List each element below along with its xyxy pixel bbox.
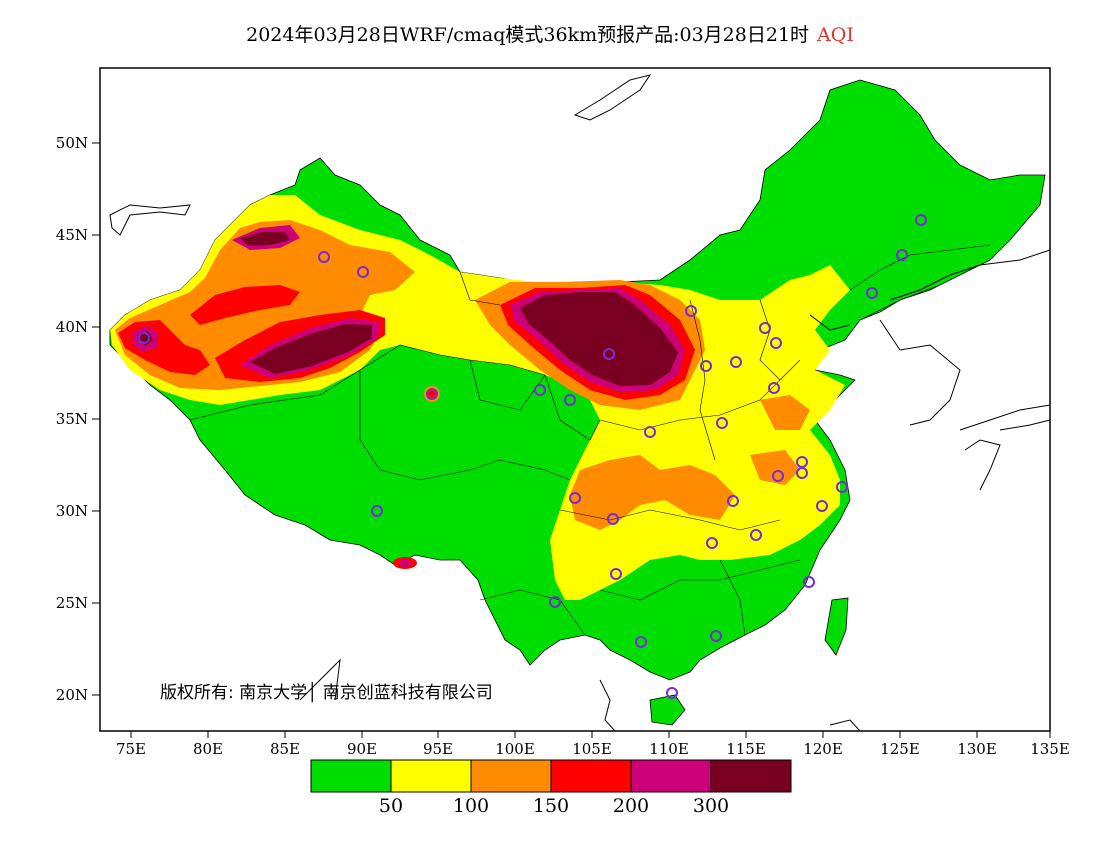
- legend-swatch: [630, 759, 712, 793]
- legend-swatch: [310, 759, 392, 793]
- region-maroon-north: [520, 292, 678, 386]
- station-marker: [716, 417, 728, 429]
- title-main: 2024年03月28日WRF/cmaq模式36km预报产品:03月28日21时: [246, 24, 810, 46]
- station-marker: [610, 568, 622, 580]
- legend-label: 50: [379, 795, 403, 817]
- lon-tick-label: 100E: [495, 740, 535, 758]
- station-marker: [770, 337, 782, 349]
- station-marker: [772, 470, 784, 482]
- island-hainan: [649, 694, 686, 726]
- station-marker: [836, 481, 848, 493]
- station-marker: [371, 505, 383, 517]
- island-taiwan: [824, 597, 849, 656]
- station-marker: [727, 495, 739, 507]
- lat-tick-label: 50N: [56, 134, 88, 152]
- station-marker: [685, 305, 697, 317]
- station-marker: [896, 249, 908, 261]
- station-marker: [426, 388, 438, 400]
- station-marker: [816, 500, 828, 512]
- lon-tick-label: 95E: [423, 740, 453, 758]
- lat-tick-label: 30N: [56, 502, 88, 520]
- lon-tick-label: 90E: [347, 740, 377, 758]
- station-marker: [534, 384, 546, 396]
- region-maroon-west: [138, 331, 153, 346]
- map-frame: [99, 67, 1051, 732]
- station-marker: [710, 630, 722, 642]
- lat-tick-label: 25N: [56, 594, 88, 612]
- station-marker: [796, 456, 808, 468]
- legend-swatch: [390, 759, 472, 793]
- station-marker: [569, 492, 581, 504]
- province-borders: [189, 244, 991, 636]
- region-orange-east2: [750, 450, 800, 485]
- neighbor-outlines: [109, 74, 1050, 731]
- lat-tick-label: 35N: [56, 410, 88, 428]
- lon-tick-label: 85E: [270, 740, 300, 758]
- station-marker: [915, 214, 927, 226]
- station-marker: [730, 356, 742, 368]
- station-marker: [357, 266, 369, 278]
- station-marker: [607, 513, 619, 525]
- station-marker: [318, 251, 330, 263]
- station-marker: [603, 348, 615, 360]
- lon-tick-label: 130E: [957, 740, 997, 758]
- copyright-notice: 版权所有: 南京大学│ 南京创蓝科技有限公司: [160, 683, 493, 703]
- region-red-dzungaria: [190, 285, 300, 325]
- lon-tick-label: 105E: [572, 740, 612, 758]
- lat-tick-label: 45N: [56, 226, 88, 244]
- station-marker: [768, 382, 780, 394]
- lon-axis: [130, 731, 1051, 738]
- map-content: [109, 74, 1050, 731]
- region-maroon-tarim: [250, 324, 372, 374]
- lat-tick-label: 20N: [56, 686, 88, 704]
- station-marker: [138, 332, 150, 344]
- region-orange-central: [570, 455, 735, 530]
- station-marker: [700, 360, 712, 372]
- region-maroon-xj: [240, 232, 290, 246]
- legend-label: 200: [613, 795, 649, 817]
- station-marker: [750, 529, 762, 541]
- lat-tick-label: 40N: [56, 318, 88, 336]
- station-marker: [759, 322, 771, 334]
- map-title: 2024年03月28日WRF/cmaq模式36km预报产品:03月28日21时 A…: [0, 20, 1100, 47]
- station-markers: [138, 214, 927, 699]
- legend-swatch: [710, 759, 792, 793]
- legend-swatch: [550, 759, 632, 793]
- aqi-legend: [310, 759, 792, 793]
- lon-tick-label: 110E: [649, 740, 689, 758]
- lon-tick-label: 125E: [880, 740, 920, 758]
- hotspot-qinghai-core: [428, 390, 436, 398]
- station-marker: [644, 426, 656, 438]
- legend-label: 300: [693, 795, 729, 817]
- lon-tick-label: 115E: [726, 740, 766, 758]
- station-marker: [564, 394, 576, 406]
- station-marker: [803, 576, 815, 588]
- station-marker: [635, 636, 647, 648]
- lon-tick-label: 135E: [1030, 740, 1070, 758]
- station-marker: [549, 596, 561, 608]
- station-marker: [666, 687, 678, 699]
- title-variable: AQI: [817, 24, 854, 46]
- legend-swatch: [470, 759, 552, 793]
- station-marker: [706, 537, 718, 549]
- lat-axis: [92, 142, 100, 696]
- lon-tick-label: 80E: [193, 740, 223, 758]
- region-orange-east: [760, 395, 810, 430]
- legend-label: 100: [453, 795, 489, 817]
- lon-tick-label: 75E: [116, 740, 146, 758]
- lon-tick-label: 120E: [803, 740, 843, 758]
- station-marker: [866, 287, 878, 299]
- legend-label: 150: [533, 795, 569, 817]
- hotspot-south-tibet-core: [399, 559, 411, 567]
